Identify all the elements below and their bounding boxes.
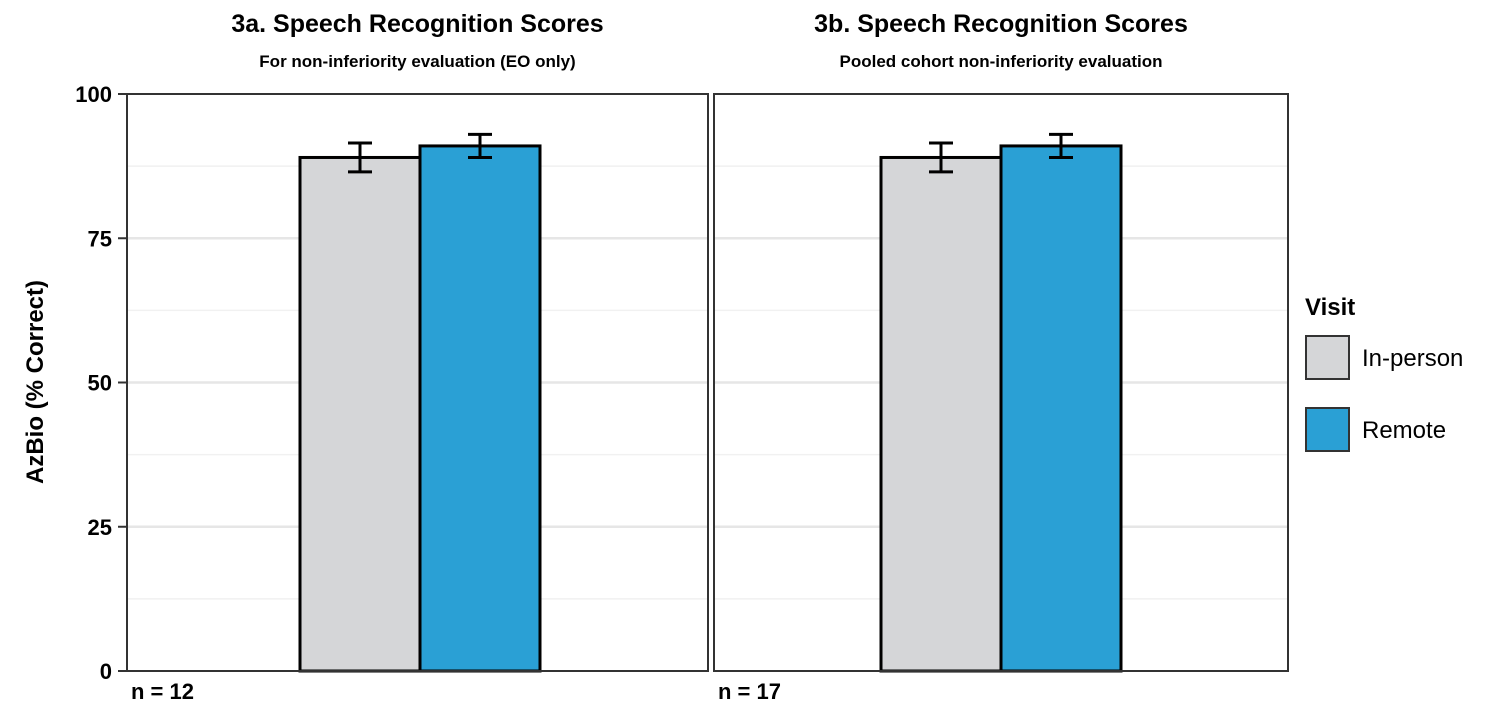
bar-remote — [418, 144, 542, 673]
y-tick-label-25: 25 — [88, 515, 112, 540]
y-axis-label: AzBio (% Correct) — [22, 280, 49, 484]
error-bar-in-person — [929, 141, 953, 174]
legend-label-in-person: In-person — [1362, 345, 1463, 372]
panel-title: 3a. Speech Recognition Scores — [231, 10, 603, 38]
panel-subtitle: Pooled cohort non-inferiority evaluation — [839, 52, 1162, 71]
legend-swatch-in-person — [1305, 335, 1350, 380]
legend-title: Visit — [1305, 294, 1355, 321]
panel-subtitle: For non-inferiority evaluation (EO only) — [259, 52, 575, 71]
panel-title: 3b. Speech Recognition Scores — [814, 10, 1188, 38]
error-bar-remote — [468, 132, 492, 159]
panel-3b: 3b. Speech Recognition Scores Pooled coho… — [713, 10, 1289, 704]
y-tick-label-75: 75 — [88, 226, 112, 251]
sample-size-label: n = 12 — [131, 679, 194, 704]
legend-label-remote: Remote — [1362, 417, 1446, 444]
panel-border — [126, 93, 709, 672]
bar-in-person — [879, 155, 1003, 673]
error-bar-remote — [1049, 132, 1073, 159]
legend-swatch-remote — [1305, 407, 1350, 452]
bar-in-person — [298, 155, 422, 673]
error-bar-in-person — [348, 141, 372, 174]
bar-remote — [999, 144, 1123, 673]
y-tick-label-100: 100 — [75, 82, 112, 107]
y-tick-label-0: 0 — [100, 659, 112, 684]
legend: Visit In-person Remote — [1305, 294, 1463, 452]
sample-size-label: n = 17 — [718, 679, 781, 704]
y-tick-label-50: 50 — [88, 371, 112, 396]
panel-3a: 3a. Speech Recognition Scores For non-inf… — [126, 10, 709, 704]
panel-border — [713, 93, 1289, 672]
